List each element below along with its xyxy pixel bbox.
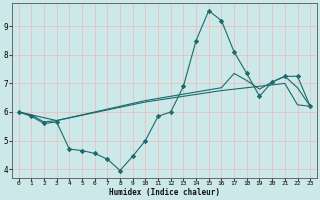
- X-axis label: Humidex (Indice chaleur): Humidex (Indice chaleur): [109, 188, 220, 197]
